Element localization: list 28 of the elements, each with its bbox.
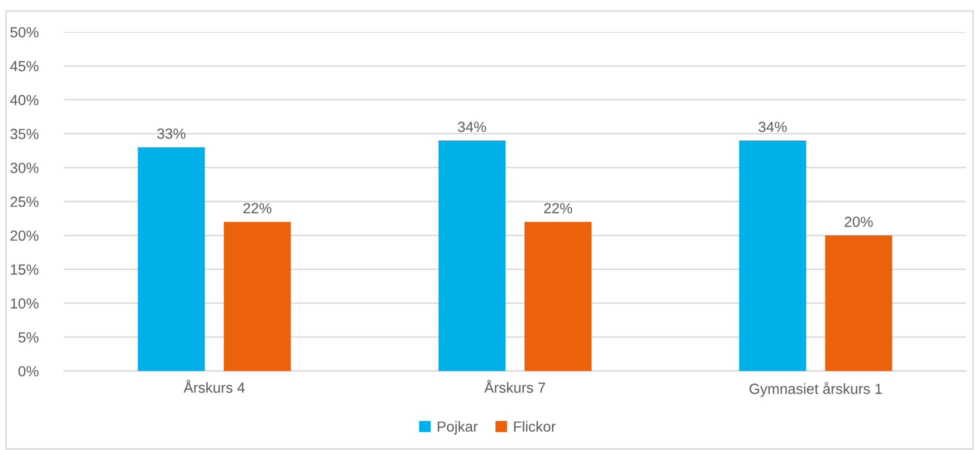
- y-tick-label: 40%: [10, 94, 38, 106]
- y-tick-label: 10%: [10, 298, 38, 309]
- data-label: 34%: [458, 122, 486, 132]
- bar: [825, 235, 892, 371]
- legend-label: Flickor: [514, 421, 556, 432]
- data-label: 34%: [758, 122, 787, 132]
- bar: [138, 147, 205, 371]
- y-tick-label: 45%: [10, 61, 38, 72]
- x-tick-label: Årskurs 4: [184, 380, 245, 393]
- y-tick-label: 15%: [10, 264, 38, 275]
- data-label: 22%: [544, 203, 572, 214]
- bar: [739, 140, 806, 371]
- data-label: 20%: [844, 216, 873, 227]
- data-label: 33%: [157, 128, 186, 139]
- y-tick-label: 35%: [10, 128, 38, 140]
- y-tick-label: 0%: [18, 366, 38, 376]
- legend-label: Pojkar: [438, 421, 478, 435]
- data-label: 22%: [243, 203, 272, 214]
- y-tick-label: 5%: [18, 332, 38, 343]
- bar: [438, 140, 506, 371]
- y-tick-label: 50%: [10, 27, 38, 38]
- y-tick-label: 25%: [10, 196, 38, 207]
- x-tick-label: Årskurs 7: [484, 380, 546, 393]
- y-tick-label: 20%: [10, 230, 38, 241]
- y-tick-label: 30%: [10, 162, 38, 174]
- bar: [524, 222, 592, 371]
- x-tick-label: Gymnasiet årskurs 1: [750, 382, 882, 397]
- bar: [224, 222, 291, 371]
